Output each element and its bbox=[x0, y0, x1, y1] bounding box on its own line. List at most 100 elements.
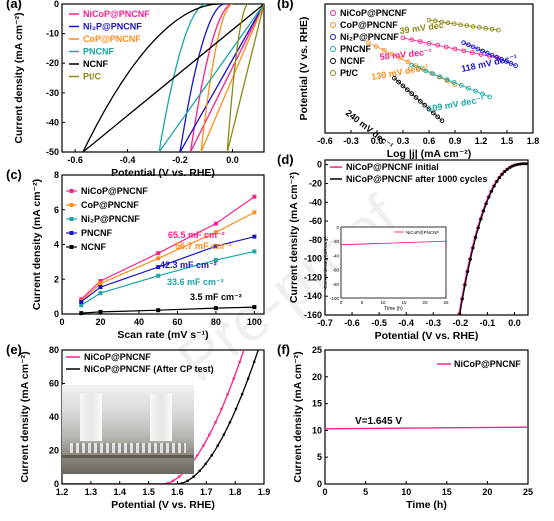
data-point bbox=[405, 59, 411, 65]
inset-y-tick: 0 bbox=[336, 225, 339, 230]
legend-entry: CoP@PNCNF bbox=[340, 20, 398, 30]
panel-label: (c) bbox=[6, 167, 22, 182]
inset-legend-entry: NiCoP@PNCNF bbox=[406, 230, 439, 235]
inset-y-tick: -100 bbox=[330, 296, 340, 301]
data-point bbox=[508, 165, 512, 169]
inset-x-tick: 20 bbox=[422, 300, 428, 305]
data-point bbox=[484, 50, 490, 56]
x-tick-label: 1.5 bbox=[501, 136, 514, 146]
x-tick-label: 15 bbox=[442, 487, 452, 497]
data-point bbox=[98, 278, 103, 283]
data-point bbox=[439, 118, 445, 124]
data-point bbox=[468, 257, 472, 261]
x-tick-label: 20 bbox=[95, 317, 105, 327]
capacitance-label: 3.5 mF cm⁻² bbox=[190, 292, 242, 302]
data-point bbox=[240, 393, 244, 396]
y-tick-label: 10 bbox=[312, 425, 322, 435]
fit-line bbox=[394, 77, 443, 122]
y-tick-label: -20 bbox=[46, 58, 59, 68]
x-tick-label: -0.4 bbox=[398, 318, 414, 328]
legend-marker bbox=[330, 10, 336, 16]
data-point bbox=[186, 479, 189, 483]
x-tick-label: 60 bbox=[172, 317, 182, 327]
y-tick-label: -40 bbox=[46, 117, 59, 127]
slope-label: 118 mV dec⁻¹ bbox=[460, 52, 518, 74]
y-tick-label: 0 bbox=[54, 479, 59, 489]
x-axis-label: Potential (V vs. RHE) bbox=[375, 330, 479, 342]
electrolysis-photo bbox=[62, 385, 194, 474]
y-tick-label: -160 bbox=[304, 310, 322, 320]
data-point bbox=[213, 230, 218, 235]
inset-y-tick: -60 bbox=[332, 268, 339, 273]
data-point bbox=[208, 433, 211, 436]
data-point bbox=[252, 210, 257, 215]
panel-c: (c) 0 20 40 60 80 100 0 2 4 6 8 Scan rate (mV s⁻¹) Cu… bbox=[6, 167, 265, 341]
panel-b: (b) -0.6 -0.3 0.0 0.3 0.6 0.9 1.2 1.5 1.8 Log |j| … bbox=[277, 0, 539, 160]
legend-entry: NCNF bbox=[83, 59, 108, 69]
panel-label: (f) bbox=[277, 342, 290, 357]
y-tick-label: 0 bbox=[54, 0, 59, 9]
x-tick-label: 0 bbox=[322, 487, 327, 497]
y-tick-label: 20 bbox=[312, 372, 322, 382]
legend-entry: PNCNF bbox=[81, 228, 113, 238]
x-tick-label: 0 bbox=[59, 317, 64, 327]
legend-marker bbox=[69, 189, 74, 193]
series-line bbox=[324, 426, 529, 430]
legend-entry: CoP@PNCNF bbox=[83, 34, 141, 44]
data-point bbox=[495, 180, 499, 184]
legend-entry: NiCoP@PNCNF bbox=[81, 186, 148, 196]
data-point bbox=[156, 256, 161, 261]
data-point bbox=[79, 311, 84, 316]
legend-entry: PNCNF bbox=[83, 47, 115, 57]
legend-marker bbox=[330, 58, 336, 64]
data-point bbox=[156, 273, 161, 278]
x-tick-label: 0.3 bbox=[397, 136, 410, 146]
x-tick-label: -0.3 bbox=[426, 318, 442, 328]
x-tick-label: 25 bbox=[523, 487, 533, 497]
panel-label: (d) bbox=[277, 152, 294, 167]
data-point bbox=[234, 407, 238, 411]
plot-frame bbox=[324, 349, 529, 485]
legend-entry: NiCoP@PNCNF bbox=[84, 352, 151, 362]
x-tick-label: -0.2 bbox=[453, 318, 469, 328]
x-tick-label: -0.1 bbox=[480, 318, 496, 328]
data-point bbox=[484, 202, 488, 206]
data-point bbox=[98, 285, 103, 290]
data-point bbox=[487, 195, 491, 199]
slope-label: 109 mV dec⁻¹ bbox=[427, 94, 485, 114]
slope-label: 58 mV dec⁻¹ bbox=[379, 47, 432, 62]
y-tick-label: -50 bbox=[46, 147, 59, 157]
fit-line bbox=[411, 64, 490, 98]
x-tick-label: 1.5 bbox=[142, 487, 155, 497]
inset-series-line bbox=[340, 240, 447, 246]
legend-marker bbox=[69, 245, 74, 249]
data-point bbox=[156, 308, 161, 313]
data-point bbox=[521, 162, 525, 166]
data-point bbox=[416, 65, 422, 71]
data-point bbox=[79, 299, 84, 304]
legend-entry: NiCoP@PNCNF initial bbox=[346, 162, 439, 172]
data-point bbox=[466, 85, 471, 91]
y-tick-label: 0 bbox=[317, 160, 322, 170]
x-tick-label: 1.2 bbox=[56, 487, 69, 497]
panel-d: (d) -0.7 -0.6 -0.5 -0.4 -0.3 -0.2 -0.1 0.0 0 -20 -4… bbox=[277, 152, 529, 342]
data-point bbox=[216, 444, 220, 447]
y-tick-label: 8 bbox=[54, 170, 59, 180]
data-point bbox=[232, 377, 235, 380]
data-point bbox=[198, 469, 201, 473]
legend-entry: NiCoP@PNCNF bbox=[83, 9, 150, 19]
legend-entry: NiCoP@PNCNF bbox=[340, 8, 407, 18]
x-axis-label: Potential (V vs. RHE) bbox=[111, 499, 215, 511]
data-point bbox=[513, 63, 519, 68]
x-tick-label: 40 bbox=[134, 317, 144, 327]
y-tick-label: 6 bbox=[54, 205, 59, 215]
legend-entry: Ni₂P@PNCNF bbox=[340, 32, 399, 42]
y-tick-label: 80 bbox=[49, 345, 59, 355]
data-point bbox=[210, 453, 214, 457]
data-point bbox=[494, 54, 500, 60]
data-point bbox=[506, 167, 510, 171]
inset-x-tick: 0 bbox=[340, 300, 343, 305]
x-tick-label: 20 bbox=[482, 487, 492, 497]
series-line bbox=[158, 4, 264, 152]
data-point bbox=[516, 162, 520, 166]
